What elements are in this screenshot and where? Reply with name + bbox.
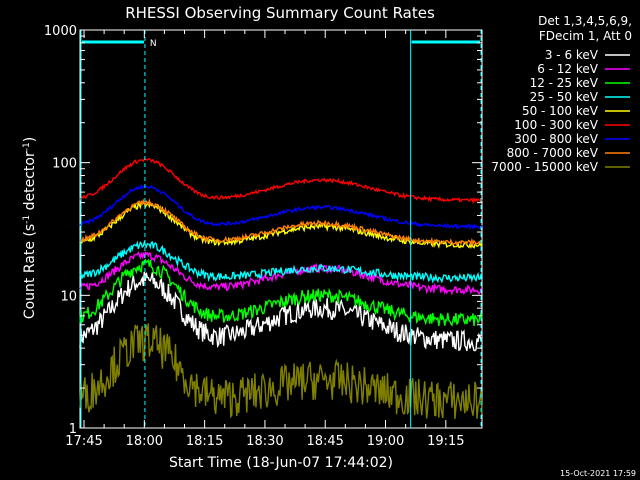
legend-label-6: 300 - 800 keV [514,132,598,146]
night-markers: N [80,30,482,428]
series-line-0 [79,271,483,352]
y-axis-label-main: Count Rate (s [22,224,38,319]
y-axis-label-sup1: -1 [22,215,32,224]
y-axis-label-end: ) [22,137,38,142]
series-line-3 [79,240,483,284]
night-marker-label: N [150,39,157,49]
legend-label-5: 100 - 300 keV [514,118,598,132]
legend-label-0: 3 - 6 keV [545,48,599,62]
y-tick-label-1: 10 [60,289,77,304]
x-tick-label-3: 18:30 [246,434,283,449]
series-line-2 [79,258,483,327]
series-line-1 [79,250,483,296]
series-line-8 [79,323,483,419]
legend: Det 1,3,4,5,6,9, FDecim 1, Att 0 3 - 6 k… [491,14,632,174]
legend-label-3: 25 - 50 keV [530,90,599,104]
y-axis-label-sup2: -1 [22,142,32,151]
plot-area: N 17:45 18:00 18:15 18:30 18:45 19:00 19:15 1 10… [44,24,483,449]
x-tick-label-2: 18:15 [186,434,223,449]
x-tick-label-1: 18:00 [126,434,163,449]
legend-header-line-2: FDecim 1, Att 0 [539,29,632,43]
footer-timestamp: 15-Oct-2021 17:59 [560,469,636,478]
legend-label-4: 50 - 100 keV [522,104,599,118]
legend-label-7: 800 - 7000 keV [507,146,599,160]
x-tick-label-6: 19:15 [427,434,464,449]
x-tick-label-4: 18:45 [306,434,343,449]
y-axis-label: Count Rate (s-1 detector-1) [22,137,38,319]
legend-label-8: 7000 - 15000 keV [491,160,598,174]
x-tick-label-5: 19:00 [367,434,404,449]
x-tick-label-0: 17:45 [65,434,102,449]
chart-title: RHESSI Observing Summary Count Rates [125,4,435,22]
y-tick-label-2: 100 [52,157,77,172]
series-line-6 [79,183,483,231]
y-tick-label-3: 1000 [44,24,77,39]
series-line-7 [79,198,483,247]
data-layer [79,157,483,419]
legend-label-1: 6 - 12 keV [537,62,599,76]
x-axis-label: Start Time (18-Jun-07 17:44:02) [169,455,393,471]
y-tick-label-0: 1 [69,422,77,437]
axes: 17:45 18:00 18:15 18:30 18:45 19:00 19:15 1 10 10… [44,24,482,449]
plot-frame [79,29,483,429]
y-axis-label-mid: detector [22,151,38,215]
legend-header-line-1: Det 1,3,4,5,6,9, [538,14,632,28]
series-line-5 [79,157,483,205]
legend-label-2: 12 - 25 keV [530,76,599,90]
